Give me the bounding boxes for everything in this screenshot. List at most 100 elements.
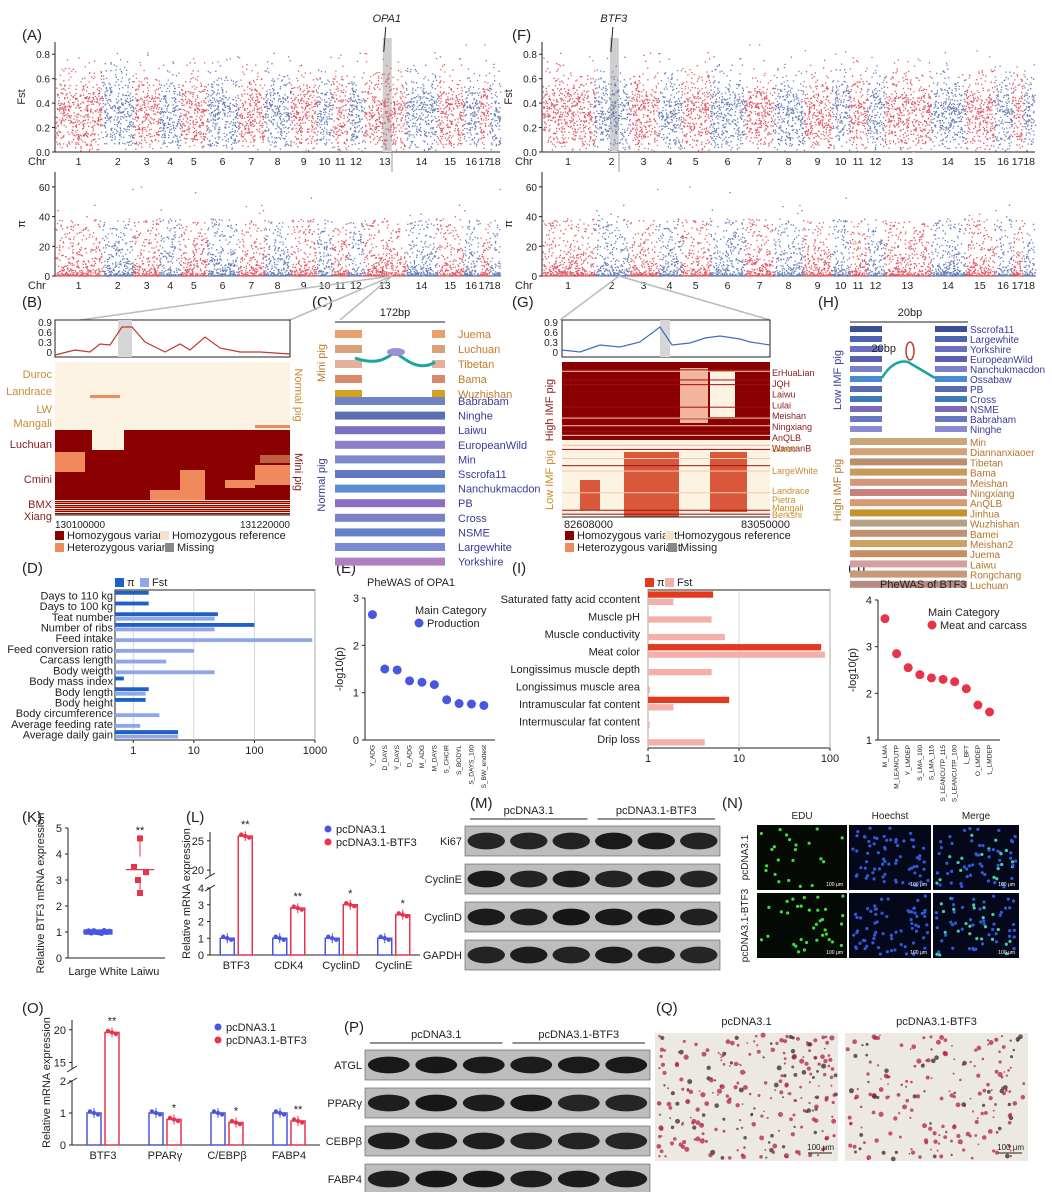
phewas-E: PheWAS of OPA1 0 1 2 3 -log10(p) Y_ADG D_DAYS Y_… [334, 577, 495, 788]
breed-bar [432, 360, 445, 368]
cell-nucleus [959, 868, 963, 872]
cell-nucleus [873, 904, 877, 908]
data-point [396, 911, 401, 916]
bar [115, 638, 313, 643]
haplotype-row [562, 406, 770, 408]
data-points [489, 63, 502, 151]
bar [648, 739, 705, 746]
haplotype-row [562, 434, 770, 436]
legend-swatch [140, 578, 149, 587]
lipid-droplet [930, 1077, 933, 1080]
blot-band [595, 832, 633, 850]
lipid-droplet [759, 1154, 763, 1159]
lipid-droplet [778, 1079, 783, 1084]
cell-nucleus [978, 862, 982, 866]
lipid-droplet [939, 1035, 944, 1040]
chr-tick-label: 13 [379, 280, 391, 292]
lipid-droplet [976, 1045, 982, 1051]
lipid-droplet [823, 1058, 828, 1064]
cell-nucleus [889, 838, 893, 842]
cell-nucleus [802, 896, 806, 900]
cell-nucleus [960, 884, 964, 888]
lipid-droplet [750, 1113, 754, 1117]
blot-band [415, 1094, 458, 1112]
cell-nucleus [819, 857, 823, 861]
lipid-droplet [899, 1043, 904, 1048]
legend-label: Heterozygous variant [67, 542, 171, 554]
lipid-droplet [687, 1079, 693, 1085]
group-label: BMX [28, 499, 53, 511]
lipid-droplet [1000, 1075, 1004, 1079]
lipid-droplet [813, 1118, 819, 1123]
lipid-droplet [898, 1135, 902, 1139]
western-blot-M: pcDNA3.1 pcDNA3.1-BTF3 Ki67 CyclinE CyclinD G… [423, 805, 721, 971]
legend-swatch [324, 838, 332, 846]
data-point [91, 1110, 97, 1116]
chr-tick-label: 15 [974, 156, 986, 168]
cell-nucleus [1003, 906, 1008, 910]
category-label: Number of ribs [41, 623, 114, 635]
cell-nucleus [830, 940, 835, 944]
cell-nucleus [934, 911, 938, 915]
y-tick-label: 60 [526, 183, 538, 194]
cell-nucleus [810, 883, 814, 888]
lipid-droplet [969, 1060, 972, 1064]
data-points [290, 197, 318, 277]
data-point [295, 905, 300, 911]
lipid-droplet [862, 1141, 866, 1145]
scale-label: 100 μm [910, 882, 927, 888]
lipid-droplet [1012, 1101, 1018, 1106]
data-points [1023, 64, 1037, 152]
breed-bar [850, 458, 967, 466]
lipid-droplet [922, 1123, 927, 1129]
data-points [264, 52, 292, 151]
lipid-droplet [829, 1035, 835, 1041]
lipid-droplet [666, 1101, 672, 1107]
blot-band [467, 870, 505, 888]
lipid-droplet [787, 1092, 789, 1095]
lipid-droplet [950, 1139, 954, 1143]
lipid-droplet [825, 1040, 830, 1045]
breed-label: Min [458, 454, 476, 466]
chr-tick-label: 15 [444, 156, 456, 168]
lipid-droplet [871, 1110, 876, 1115]
lipid-droplet [997, 1126, 1002, 1131]
cell-nucleus [823, 907, 828, 911]
data-point [404, 914, 409, 919]
cell-nucleus [1010, 840, 1015, 844]
lipid-droplet [658, 1034, 661, 1038]
cell-nucleus [917, 857, 922, 861]
data-points [745, 218, 775, 277]
y-axis-label: π [16, 220, 28, 228]
blot-band [462, 1094, 505, 1112]
bar-chart-I: 1 10 100 Saturated fatty acid ccontent Muscl… [501, 577, 840, 765]
data-points [594, 204, 630, 277]
x-tick-label: CyclinE [375, 960, 412, 972]
blot-band [415, 1056, 458, 1074]
cell-nucleus [910, 866, 914, 870]
y-tick-label: 0.9 [38, 318, 52, 329]
breed-bar [432, 375, 445, 383]
cell-nucleus [991, 912, 995, 917]
lipid-droplet [691, 1118, 697, 1124]
chr-tick-label: 18 [489, 280, 501, 292]
cell-nucleus [883, 859, 887, 864]
legend-swatch [214, 1023, 222, 1031]
cell-nucleus [1004, 952, 1009, 956]
data-point [479, 700, 489, 710]
x-tick-label: M_LMA [882, 744, 889, 767]
blot-band [367, 1056, 410, 1074]
significance-label: ** [293, 891, 302, 903]
cell-nucleus [861, 938, 866, 943]
legend-label: Production [427, 618, 480, 630]
lipid-droplet [878, 1087, 884, 1092]
haplotype-row [562, 470, 770, 472]
data-point [167, 1115, 173, 1121]
chr-tick-label: 1 [565, 156, 571, 168]
cell-nucleus [799, 904, 803, 908]
cell-nucleus [948, 835, 952, 839]
lipid-droplet [729, 1061, 734, 1065]
breed-bar [850, 396, 882, 402]
